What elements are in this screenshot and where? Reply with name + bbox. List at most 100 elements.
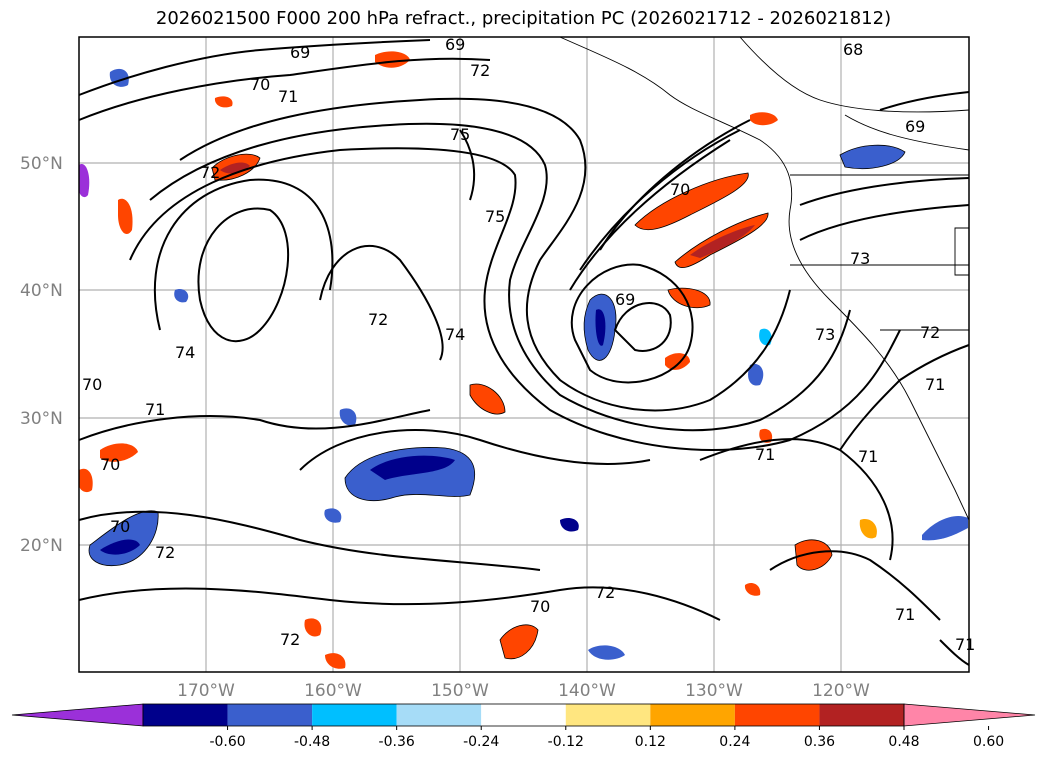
colorbar-tick-label: -0.60 [209, 734, 245, 750]
contour-label: 72 [920, 323, 940, 342]
contour-line [599, 119, 751, 251]
contour-label: 70 [670, 180, 690, 199]
colorbar-segment [227, 704, 313, 726]
lat-labels: 50°N 40°N 30°N 20°N [20, 154, 63, 556]
precip-negative-area [839, 144, 906, 170]
contour-label: 71 [278, 87, 298, 106]
contour-line [179, 97, 791, 412]
colorbar-frame [142, 703, 905, 727]
contour-label: 75 [485, 207, 505, 226]
contour-label: 71 [925, 375, 945, 394]
precip-negative-area [174, 289, 189, 303]
precip-positive-area [469, 383, 506, 415]
contour-line [78, 586, 721, 621]
contour-line [579, 129, 741, 271]
contour-label: 71 [858, 447, 878, 466]
contour-line [769, 550, 941, 621]
precip-negative-area [370, 455, 455, 480]
precip-positive-area [634, 172, 749, 231]
contour-line [78, 510, 541, 571]
contour-label: 71 [755, 445, 775, 464]
contour-line [799, 204, 970, 241]
contour-label: 72 [595, 583, 615, 602]
precip-negative-area [595, 309, 606, 346]
contour-label: 71 [895, 605, 915, 624]
contour-line [799, 177, 970, 206]
contour-line [839, 344, 970, 451]
contour-label: 74 [175, 343, 195, 362]
lat-label-20n: 20°N [20, 536, 63, 556]
colorbar-tick-label: -0.48 [294, 734, 330, 750]
precip-negative-area [100, 539, 140, 555]
precip-positive-area [304, 618, 322, 637]
precip-positive-area [750, 112, 778, 126]
contour-label: 72 [155, 543, 175, 562]
precip-positive-area [859, 519, 877, 539]
precip-negative-area [560, 518, 579, 532]
colorbar-segment [650, 704, 735, 726]
contour-line [78, 57, 491, 121]
colorbar-segment [143, 704, 228, 726]
contour-line [613, 302, 672, 352]
colorbar-segment [734, 704, 820, 726]
precip-positive-area [667, 287, 711, 309]
contour-label: 71 [145, 400, 165, 419]
lat-label-30n: 30°N [20, 409, 63, 429]
lon-label-120w: 120°W [812, 681, 870, 701]
precip-shading [79, 51, 968, 669]
colorbar-tick-label: -0.36 [379, 734, 415, 750]
contour-label: 70 [100, 455, 120, 474]
lat-label-40n: 40°N [20, 281, 63, 301]
contour-label: 72 [200, 163, 220, 182]
precip-positive-area [499, 624, 539, 660]
colorbar-tick-label: -0.24 [463, 734, 499, 750]
precip-positive-area [118, 198, 133, 235]
precip-negative-area [748, 363, 764, 386]
contour-line [153, 178, 334, 331]
refractivity-contours [78, 39, 970, 666]
precip-positive-area [214, 96, 233, 108]
contour-label: 69 [445, 35, 465, 54]
precip-positive-area [744, 583, 761, 596]
precip-positive-area [325, 653, 346, 669]
colorbar-extend-low [11, 703, 144, 727]
colorbar-tick-label: 0.12 [635, 734, 666, 750]
map-plot-area [79, 37, 969, 672]
precip-positive-area [100, 443, 138, 462]
colorbar: -0.60 -0.48 -0.36 -0.24 -0.12 0.12 0.24 0.36 0.4… [11, 703, 1036, 750]
contour-label: 68 [843, 40, 863, 59]
colorbar-tick-label: 0.24 [719, 734, 750, 750]
lon-label-140w: 140°W [558, 681, 616, 701]
contour-label: 69 [615, 290, 635, 309]
contour-label: 74 [445, 325, 465, 344]
contour-line [149, 122, 851, 432]
lon-label-130w: 130°W [685, 681, 743, 701]
precip-positive-area [794, 539, 833, 571]
contour-label: 73 [850, 249, 870, 268]
lon-label-170w: 170°W [177, 681, 235, 701]
contour-label: 72 [280, 630, 300, 649]
contour-label: 69 [290, 43, 310, 62]
graticule [79, 37, 969, 672]
precip-positive-area [690, 225, 755, 258]
contour-line [569, 139, 731, 291]
contour-line [197, 207, 290, 343]
contour-line [570, 263, 694, 384]
precip-positive-area [220, 162, 250, 174]
colorbar-segment [312, 704, 397, 726]
colorbar-extend-high [903, 703, 1036, 727]
colorbar-tick-label: 0.60 [973, 734, 1004, 750]
lon-label-150w: 150°W [431, 681, 489, 701]
precip-negative-area [922, 515, 968, 541]
contour-line [78, 39, 431, 96]
colorbar-tick-label: -0.12 [548, 734, 584, 750]
contour-line [78, 409, 431, 441]
lat-label-50n: 50°N [20, 154, 63, 174]
contour-line [699, 438, 894, 561]
contour-line [459, 129, 476, 201]
contour-line [319, 244, 444, 361]
contour-label: 75 [450, 125, 470, 144]
contour-label: 69 [905, 117, 925, 136]
contour-line [879, 91, 970, 111]
